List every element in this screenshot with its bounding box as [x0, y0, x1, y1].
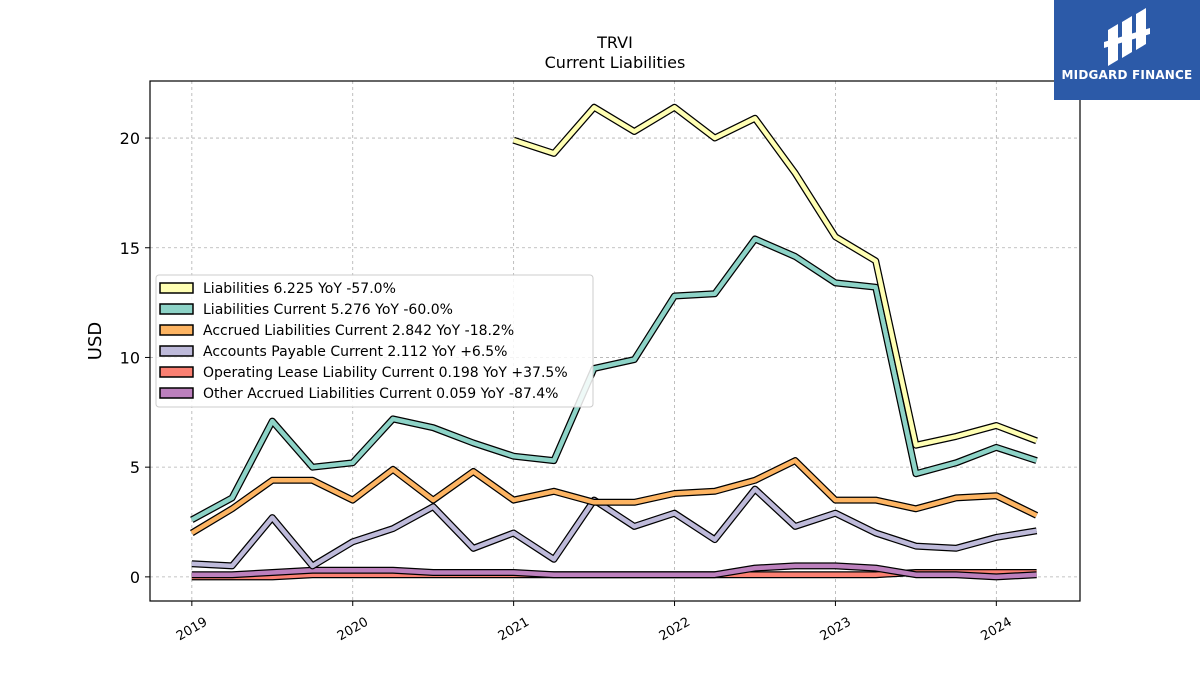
legend-swatch: [159, 366, 194, 378]
legend-box: [155, 274, 594, 408]
series-1-line: [190, 235, 1038, 523]
legend-swatch: [159, 303, 194, 315]
chart-subtitle: Current Liabilities: [545, 53, 686, 72]
legend-item: Accounts Payable Current 2.112 YoY +6.5%: [159, 344, 508, 360]
y-axis-label: USD: [85, 322, 106, 360]
x-tick-label: 2021: [496, 615, 532, 645]
brand-logo: MIDGARD FINANCE: [1054, 0, 1200, 100]
legend-label: Operating Lease Liability Current 0.198 …: [203, 365, 568, 381]
plot-frame: [149, 80, 1081, 602]
legend-label: Other Accrued Liabilities Current 0.059 …: [203, 386, 558, 402]
brand-name: MIDGARD FINANCE: [1061, 68, 1193, 82]
legend-swatch: [159, 282, 194, 294]
y-tick-label: 20: [120, 129, 140, 148]
legend-item: Liabilities 6.225 YoY -57.0%: [159, 281, 396, 297]
legend-item: Other Accrued Liabilities Current 0.059 …: [159, 386, 558, 402]
x-tick-label: 2019: [174, 615, 210, 645]
series-line-stroke: [190, 458, 1038, 535]
legend-item: Operating Lease Liability Current 0.198 …: [159, 365, 568, 381]
y-axis: 0 5 10 15 20: [120, 129, 150, 587]
legend-item: Accrued Liabilities Current 2.842 YoY -1…: [159, 323, 514, 339]
x-tick-label: 2022: [657, 615, 693, 645]
chart-title: TRVI: [596, 33, 633, 52]
y-tick-label: 15: [120, 239, 140, 258]
x-tick-label: 2023: [818, 615, 854, 645]
legend-label: Accounts Payable Current 2.112 YoY +6.5%: [203, 344, 508, 360]
legend-label: Liabilities 6.225 YoY -57.0%: [203, 281, 396, 297]
legend-swatch: [159, 345, 194, 357]
y-tick-label: 5: [130, 458, 140, 477]
midgard-m-logo-icon: [1104, 8, 1150, 66]
series-3-line: [191, 485, 1038, 570]
series-line-stroke: [191, 563, 1037, 580]
y-tick-label: 10: [120, 348, 140, 367]
series-2-line: [189, 457, 1039, 537]
x-axis: 2019 2020 2021 2022 2023 2024: [174, 601, 1015, 644]
series-line-stroke: [191, 486, 1037, 569]
legend-label: Accrued Liabilities Current 2.842 YoY -1…: [203, 323, 514, 339]
legend-label: Liabilities Current 5.276 YoY -60.0%: [203, 302, 453, 318]
x-tick-label: 2020: [335, 615, 371, 645]
series-line-outline: [189, 457, 1039, 537]
x-tick-label: 2024: [979, 615, 1015, 645]
grid-lines: [150, 81, 1080, 601]
series-line-stroke: [190, 236, 1038, 522]
series-lines: [189, 103, 1039, 581]
legend: Liabilities 6.225 YoY -57.0% Liabilities …: [155, 274, 594, 408]
legend-swatch: [159, 387, 194, 399]
series-0-line: [512, 103, 1038, 449]
series-5-line: [191, 562, 1037, 581]
series-line-stroke: [512, 105, 1038, 448]
legend-swatch: [159, 324, 194, 336]
legend-item: Liabilities Current 5.276 YoY -60.0%: [159, 302, 453, 318]
y-tick-label: 0: [130, 568, 140, 587]
